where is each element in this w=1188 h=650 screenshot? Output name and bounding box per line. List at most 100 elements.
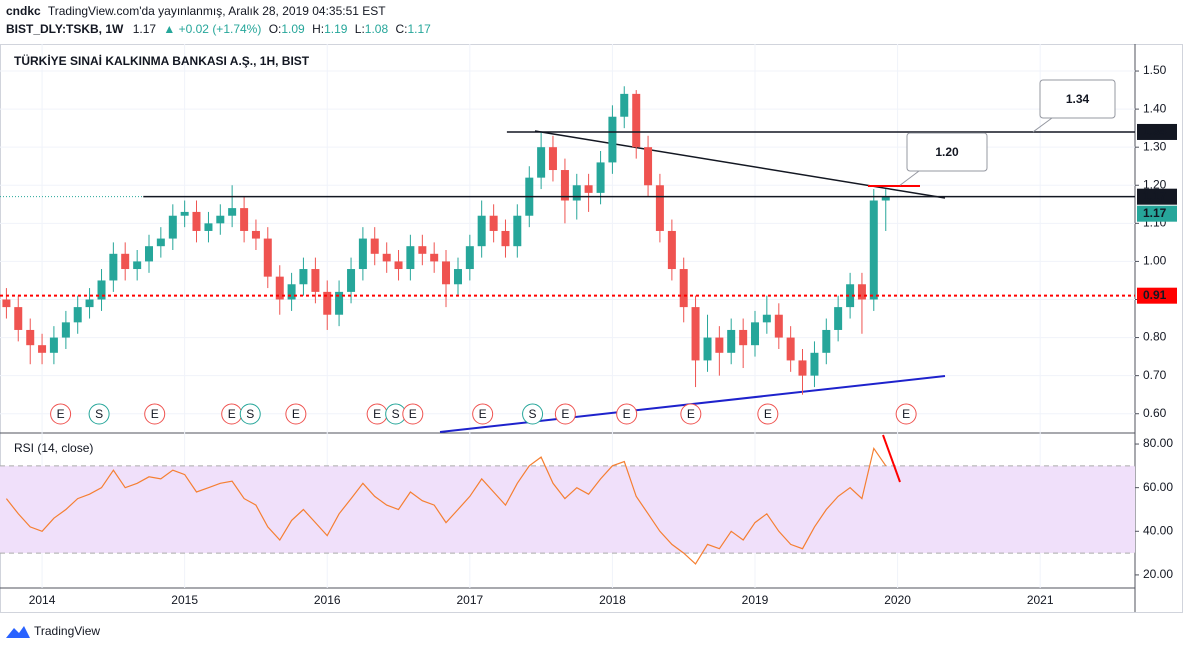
candle-body (335, 291, 344, 315)
candle-body (73, 307, 82, 323)
candle-body (275, 276, 284, 300)
candle-body (382, 253, 391, 262)
candle-body (881, 196, 890, 201)
candle-body (370, 238, 379, 254)
x-tick-label: 2019 (742, 593, 769, 607)
o-label: O: (269, 22, 282, 36)
event-label: E (623, 407, 631, 421)
y-tick-label: 1.50 (1143, 63, 1167, 77)
candle-body (703, 337, 712, 361)
candle-body (49, 337, 58, 353)
event-label: E (57, 407, 65, 421)
candle-body (263, 238, 272, 277)
event-label: E (479, 407, 487, 421)
event-label: S (392, 407, 400, 421)
candle-body (442, 261, 451, 285)
candle-body (121, 253, 130, 270)
y-tick-label: 20.00 (1143, 567, 1173, 581)
y-tick-label: 40.00 (1143, 523, 1173, 537)
candle-body (810, 352, 819, 376)
x-tick-label: 2017 (456, 593, 483, 607)
event-label: E (228, 407, 236, 421)
event-label: S (529, 407, 537, 421)
l: 1.08 (365, 22, 389, 36)
event-label: E (902, 407, 910, 421)
candle-body (715, 337, 724, 353)
o: 1.09 (281, 22, 305, 36)
event-marker (88, 403, 110, 425)
candle-body (156, 238, 165, 247)
candle-body (109, 253, 118, 281)
event-marker (402, 403, 424, 425)
price-label-box (1137, 123, 1177, 140)
user: cndkc (6, 4, 41, 18)
x-tick-label: 2015 (171, 593, 198, 607)
x-tick-label: 2020 (884, 593, 911, 607)
header-line2: BIST_DLY:TSKB, 1W 1.17 ▲ +0.02 (+1.74%) … (6, 22, 431, 36)
event-label: E (409, 407, 417, 421)
candle-body (465, 246, 474, 270)
logo: TradingView (6, 624, 100, 638)
candle-body (727, 329, 736, 353)
y-tick-label: 1.40 (1143, 101, 1167, 115)
candle-body (228, 208, 237, 216)
candle-body (38, 345, 47, 353)
candle-body (133, 261, 142, 270)
candle-body (61, 322, 70, 338)
event-marker (239, 403, 261, 425)
candle-body (489, 215, 498, 231)
y-tick-label: 0.70 (1143, 368, 1167, 382)
candle-body (204, 223, 213, 231)
candle-body (739, 329, 748, 346)
candle-body (548, 147, 557, 171)
callout-label: 1.34 (1066, 92, 1090, 106)
published: TradingView.com'da yayınlanmış, Aralık 2… (48, 4, 386, 18)
candle-body (430, 253, 439, 262)
candle-body (869, 200, 878, 300)
candle-body (216, 215, 225, 224)
candle-body (501, 230, 510, 247)
candle-body (2, 299, 11, 308)
price-label: 1.34 (1143, 124, 1167, 138)
event-marker (522, 403, 544, 425)
event-marker (144, 403, 166, 425)
event-label: S (95, 407, 103, 421)
y-tick-label: 1.00 (1143, 254, 1167, 268)
candle-body (394, 261, 403, 270)
candle-body (513, 215, 522, 247)
candle-body (453, 269, 462, 285)
event-marker (285, 403, 307, 425)
event-marker (895, 403, 917, 425)
candle-body (323, 291, 332, 315)
h: 1.19 (324, 22, 348, 36)
change: ▲ +0.02 (+1.74%) (163, 22, 261, 36)
price-label-box (1137, 188, 1177, 205)
candle-body (655, 185, 664, 231)
callout-box (906, 132, 988, 172)
c: 1.17 (407, 22, 431, 36)
candle-body (168, 215, 177, 239)
price-title: TÜRKİYE SINAİ KALKINMA BANKASI A.Ş., 1H,… (14, 53, 310, 68)
candle-body (537, 147, 546, 178)
y-tick-label: 0.60 (1143, 406, 1167, 420)
rsi-band (0, 465, 1135, 554)
candle-body (679, 269, 688, 308)
x-tick-label: 2021 (1027, 593, 1054, 607)
candle-body (608, 116, 617, 163)
h-label: H: (312, 22, 324, 36)
candle-body (786, 337, 795, 361)
event-marker (554, 403, 576, 425)
candle-body (85, 299, 94, 308)
frame (0, 44, 1183, 613)
candle-body (347, 269, 356, 292)
event-label: E (561, 407, 569, 421)
callout-pointer (1032, 117, 1053, 133)
c-label: C: (395, 22, 407, 36)
candle-body (834, 307, 843, 330)
event-marker (616, 403, 638, 425)
rsi-line (5, 446, 887, 565)
callout-label: 1.20 (935, 145, 959, 159)
candle-body (691, 307, 700, 361)
candle-body (751, 322, 760, 346)
